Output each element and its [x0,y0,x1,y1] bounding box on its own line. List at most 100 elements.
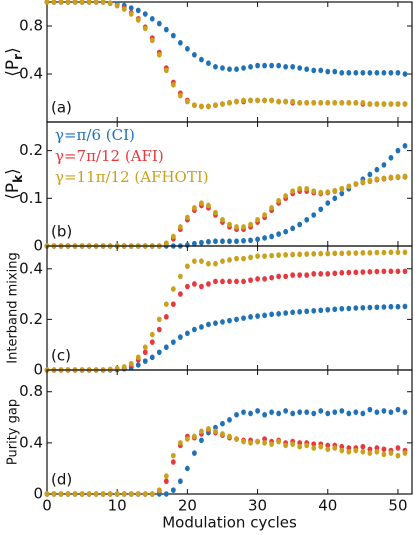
data-point [332,250,338,257]
data-point [65,0,71,5]
data-point [156,52,162,58]
data-point [241,224,246,230]
y-axis-label: Purity gap [6,399,21,465]
data-point [325,189,331,195]
y-tick-label: 0 [33,237,43,255]
x-tick-label: 10 [108,497,127,515]
data-point [255,97,260,104]
data-point [121,364,127,370]
data-point [283,228,289,235]
data-point [297,65,303,71]
data-point [360,449,366,455]
data-point [339,250,345,257]
data-point [206,426,211,432]
data-point [93,491,99,497]
data-point [227,221,232,228]
data-point [135,17,141,23]
data-point [156,316,162,323]
data-point [325,250,331,257]
data-point [220,238,225,245]
data-point [213,428,218,435]
data-point [353,305,359,311]
data-point [346,183,352,190]
data-point [367,446,373,453]
data-point [339,70,345,76]
data-point [332,100,338,106]
data-point [395,101,401,107]
data-point [163,491,169,497]
data-point [311,441,317,447]
data-point [276,98,282,105]
data-point [360,443,366,450]
data-point [248,410,253,417]
data-point [262,212,267,218]
data-point [276,62,282,69]
data-point [367,304,373,311]
data-point [402,303,408,310]
data-point [255,313,260,319]
data-point [395,249,401,256]
data-point [262,97,267,104]
data-point [135,362,141,368]
data-point [149,15,155,22]
data-point [163,67,169,74]
x-tick-label: 30 [248,497,267,515]
panel-label: (d) [51,471,72,489]
data-point [262,312,267,319]
data-point [241,65,246,71]
data-point [304,100,310,106]
data-point [199,56,204,63]
data-point [269,252,275,259]
data-point [206,103,211,110]
y-tick-label: 0.4 [19,433,43,451]
y-tick-label: 0.4 [19,65,43,83]
data-point [388,409,394,415]
data-point [234,436,239,442]
panel: 0 0.4 0.8 0 10 20 30 40 50 Modulation cycles Purit… [6,369,413,532]
data-point [234,66,239,72]
data-point [192,258,197,264]
data-point [121,6,127,12]
data-point [72,491,78,497]
y-axis-label: ⟨Pr⟩ [3,47,25,76]
data-point [367,269,373,275]
data-point [142,349,148,356]
data-point [241,409,246,415]
data-point [332,270,338,277]
data-point [163,301,169,308]
data-point [304,409,310,415]
data-point [51,0,57,5]
data-point [227,417,232,423]
data-point [318,67,324,74]
data-point [402,249,408,256]
data-point [72,0,78,5]
data-point [297,409,303,415]
data-point [199,103,204,110]
x-tick-label: 0 [42,497,52,515]
data-point [86,0,92,5]
data-point [311,251,317,257]
data-point [220,278,225,285]
data-point [192,326,197,333]
data-point [79,491,85,497]
data-point [199,239,204,246]
data-point [163,240,169,246]
data-point [234,411,239,418]
data-point [170,233,176,240]
data-point [163,26,169,33]
data-point [156,20,162,27]
data-point [234,278,239,285]
data-point [170,82,176,88]
data-point [304,272,310,278]
data-point [248,97,253,104]
data-point [220,65,225,71]
data-point [332,306,338,313]
data-point [374,70,380,76]
data-point [304,185,310,192]
data-point [177,92,183,99]
data-point [142,25,148,32]
x-tick-label: 40 [318,497,337,515]
data-point [318,189,324,196]
data-point [290,225,296,232]
data-point [269,233,275,240]
